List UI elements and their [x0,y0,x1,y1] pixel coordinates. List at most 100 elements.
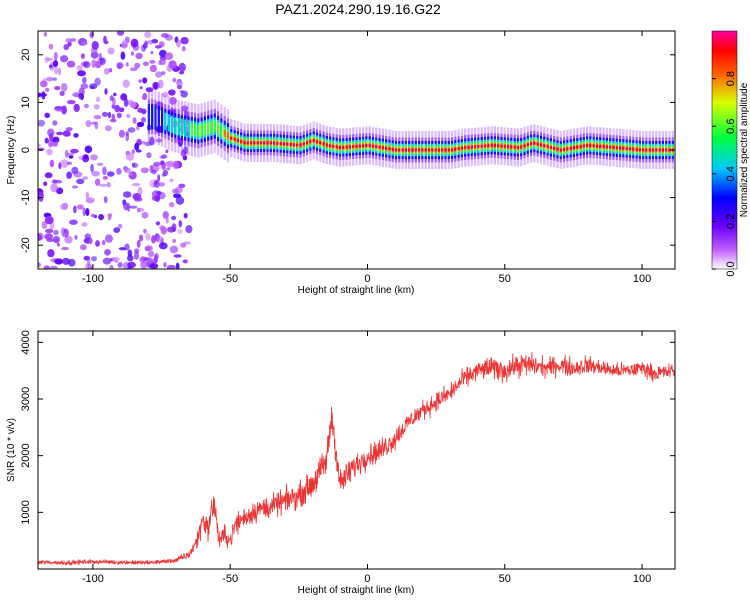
snr-content [38,351,675,566]
noise-blob [137,186,143,196]
ridge-segment [457,147,460,151]
ridge-segment [530,142,533,146]
noise-blob [176,40,181,48]
noise-blob [116,62,123,70]
noise-blob [61,105,67,115]
noise-blob [160,154,168,159]
ridge-segment [615,146,618,150]
noise-blob [156,235,164,244]
ridge-segment [197,125,200,137]
ridge-segment [559,148,562,152]
noise-blob [149,60,156,64]
noise-blob [85,191,90,199]
noise-blob [178,220,183,228]
ridge-segment [586,144,589,147]
x-tick-label: 0 [364,573,370,585]
noise-blob [146,257,154,264]
noise-blob [43,31,48,37]
noise-blob [161,91,169,98]
noise-blob [133,197,143,202]
ridge-segment [217,122,220,135]
ridge-segment [223,129,226,137]
ridge-segment [595,144,599,148]
ridge-segment [622,146,625,150]
ridge-segment [286,142,289,146]
noise-blob [129,67,138,72]
noise-blob [99,183,108,187]
colorbar: 0.0 0.2 0.4 0.6 0.8 Normalized spectral ampl… [711,30,750,277]
noise-blob [46,238,54,243]
ridge-segment [180,118,183,136]
noise-blob [103,67,110,75]
noise-blob [166,167,171,171]
noise-blob [113,227,121,234]
ridge-segment [480,144,483,148]
ridge-segment [602,145,605,148]
ridge-segment [526,143,529,147]
ridge-segment [579,145,582,148]
snr-y-label: SNR (10 * v/v) [6,418,17,482]
noise-blob [101,239,106,246]
ridge-segment [533,141,536,145]
ridge-segment [619,146,622,150]
noise-blob [172,238,176,244]
noise-blob [44,112,50,119]
noise-blob [81,76,87,84]
noise-blob [82,176,88,180]
ridge-segment [628,147,632,151]
ridge-segment [220,125,223,137]
noise-blob [68,155,74,159]
spectrogram-x-ticks: -100 -50 0 50 100 [82,31,651,285]
noise-blob [90,154,98,161]
ridge-segment [187,120,190,138]
noise-blob [95,240,100,247]
ridge-segment [655,148,658,152]
ridge-segment [569,146,572,150]
noise-blob [182,259,188,264]
noise-blob [168,60,177,69]
noise-blob [185,225,193,234]
noise-blob [102,257,112,265]
noise-blob [136,239,141,248]
noise-blob [47,249,55,258]
noise-blob [82,155,90,163]
ridge-segment [582,144,585,148]
y-tick-label: 10 [20,96,32,108]
noise-blob [142,92,148,101]
noise-blob [80,83,89,90]
noise-blob [171,223,177,232]
noise-blob [147,39,154,45]
ridge-segment [483,144,487,148]
noise-blob [116,112,122,119]
ridge-segment [164,112,167,131]
noise-blob [173,254,182,258]
noise-blob [45,57,54,61]
ridge-segment [312,139,315,142]
noise-blob [71,38,76,42]
noise-blob [114,104,121,113]
spectrogram-x-label: Height of straight line (km) [298,285,415,296]
noise-blob [122,191,132,198]
ridge-segment [381,146,384,150]
ridge-segment [454,147,457,151]
ridge-segment [230,136,233,140]
noise-blob [172,160,180,170]
ridge-segment [266,141,269,145]
noise-blob [80,53,85,59]
ridge-segment [194,124,197,137]
x-tick-label: 0 [364,273,370,285]
noise-blob [158,182,165,187]
ridge-segment [276,141,279,145]
noise-blob [143,228,147,234]
x-tick-label: 50 [499,573,511,585]
noise-blob [97,162,104,166]
noise-blob [151,190,161,199]
noise-blob [116,167,122,175]
noise-blob [62,257,71,265]
noise-blob [81,222,88,227]
noise-blob [180,90,188,98]
ridge-segment [408,148,411,152]
ridge-segment [451,148,454,152]
noise-blob [109,118,117,123]
